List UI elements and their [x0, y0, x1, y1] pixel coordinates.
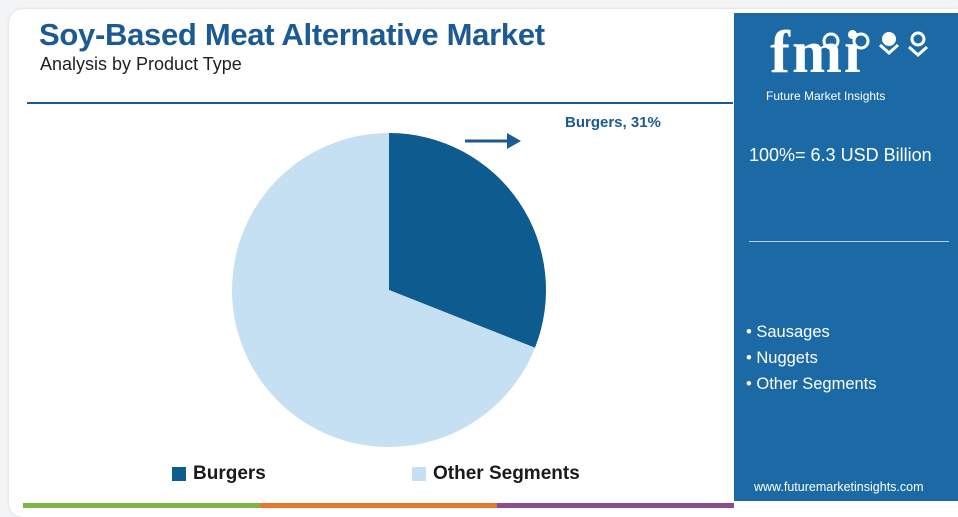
chart-card: Soy-Based Meat Alternative Market Analys… [9, 9, 958, 517]
logo-tagline: Future Market Insights [766, 89, 886, 103]
panel-divider [749, 241, 949, 242]
fmi-logo: fmi Future Market Insights [734, 13, 958, 108]
segment-list: • Sausages • Nuggets • Other Segments [746, 319, 877, 397]
segment-item: • Nuggets [746, 349, 818, 367]
legend-swatch-burgers [172, 467, 186, 481]
chart-subtitle: Analysis by Product Type [40, 54, 242, 74]
website-url: www.futuremarketinsights.com [754, 480, 924, 494]
title-divider [27, 102, 733, 104]
pie-slices [232, 133, 546, 447]
legend-label-burgers: Burgers [193, 463, 266, 484]
people-figures-icon [822, 31, 928, 58]
pie-chart [232, 133, 546, 447]
bottom-bar-green [23, 503, 260, 508]
bottom-bar-orange [260, 503, 497, 508]
legend-label-other-segments: Other Segments [433, 463, 580, 484]
bottom-color-bar [23, 503, 734, 508]
bottom-bar-purple [497, 503, 734, 508]
segment-item: • Other Segments [746, 375, 877, 393]
segment-item: • Sausages [746, 323, 830, 341]
burgers-callout-label: Burgers, 31% [565, 114, 661, 131]
pie-slice-burgers [389, 133, 546, 348]
arrow-right-icon [465, 133, 521, 149]
legend-swatch-other-segments [412, 467, 426, 481]
market-total: 100%= 6.3 USD Billion [749, 145, 932, 165]
pie-slice-other-segments [232, 133, 535, 447]
info-side-panel: fmi Future Market Insights 100%= 6.3 USD… [734, 13, 958, 501]
legend-item-other-segments: Other Segments [412, 461, 580, 487]
chart-title: Soy-Based Meat Alternative Market [39, 17, 545, 52]
legend-item-burgers: Burgers [172, 461, 266, 487]
logo-wordmark: fmi [770, 19, 863, 85]
